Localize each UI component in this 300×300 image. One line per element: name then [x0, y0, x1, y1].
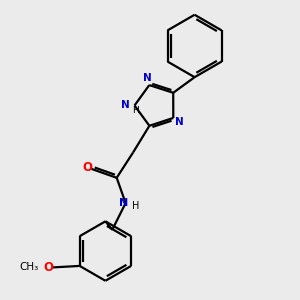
Text: CH₃: CH₃ — [20, 262, 39, 272]
Text: H: H — [132, 106, 139, 115]
Text: O: O — [43, 261, 53, 274]
Text: H: H — [132, 201, 140, 211]
Text: N: N — [142, 73, 151, 83]
Text: N: N — [118, 198, 128, 208]
Text: N: N — [121, 100, 130, 110]
Text: O: O — [82, 161, 92, 174]
Text: N: N — [175, 117, 184, 127]
